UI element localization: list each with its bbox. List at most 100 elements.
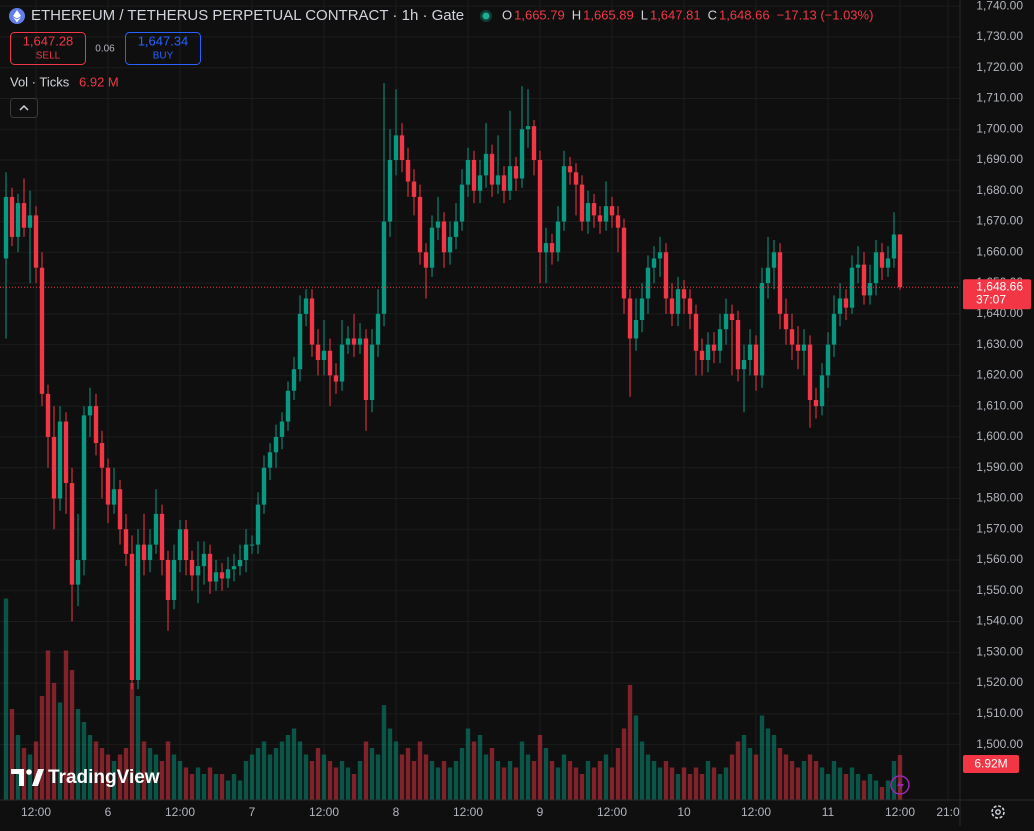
volume-bar	[441, 761, 447, 800]
volume-bar	[639, 741, 645, 800]
ohlc-value: 1,647.81	[650, 7, 701, 22]
volume-bar	[237, 780, 243, 800]
volume-bar	[861, 780, 867, 800]
volume-bar	[663, 761, 669, 800]
volume-bar	[57, 702, 63, 800]
volume-bar	[483, 754, 489, 800]
y-tick-label: 1,720.00	[976, 60, 1023, 74]
candle-body	[213, 572, 219, 582]
x-tick-label: 12:00	[597, 805, 627, 819]
replay-button[interactable]	[890, 775, 910, 795]
sell-button[interactable]	[10, 32, 86, 65]
volume-bar	[249, 754, 255, 800]
volume-bar	[753, 754, 759, 800]
candle-body	[531, 126, 537, 160]
candle-body	[747, 344, 753, 360]
candle-body	[441, 221, 447, 253]
volume-bar	[717, 774, 723, 800]
volume-bar	[27, 754, 33, 800]
volume-bar	[147, 748, 153, 800]
collapse-button[interactable]	[10, 98, 38, 118]
volume-bar	[825, 774, 831, 800]
volume-bar	[513, 767, 519, 800]
candle-body	[483, 153, 489, 176]
volume-bar	[849, 767, 855, 800]
volume-bar	[39, 696, 45, 800]
candle-body	[549, 243, 555, 253]
candle-body	[615, 215, 621, 228]
candle-body	[45, 393, 51, 437]
y-tick-label: 1,550.00	[976, 583, 1023, 597]
candle-body	[795, 344, 801, 351]
candle-body	[897, 234, 903, 288]
volume-bar	[687, 774, 693, 800]
candle-body	[399, 135, 405, 160]
y-tick-label: 1,660.00	[976, 244, 1023, 258]
volume-bar	[579, 774, 585, 800]
candle-body	[333, 375, 339, 382]
candle-body	[93, 406, 99, 444]
volume-bar	[387, 728, 393, 800]
volume-bar	[9, 709, 15, 800]
candle-body	[75, 560, 81, 585]
candle-body	[741, 360, 747, 370]
candle-body	[645, 267, 651, 299]
candle-body	[621, 227, 627, 299]
candle-body	[711, 344, 717, 351]
buy-button[interactable]	[125, 32, 201, 65]
change: −17.13 (−1.03%)	[777, 7, 874, 22]
candle-body	[783, 313, 789, 330]
candle-body	[693, 313, 699, 351]
volume-bar	[621, 728, 627, 800]
sell-price: 1,647.28	[23, 33, 74, 48]
volume-bar	[3, 598, 9, 800]
volume-bar	[831, 761, 837, 800]
y-tick-label: 1,560.00	[976, 552, 1023, 566]
candle-body	[543, 243, 549, 253]
volume-bar	[177, 761, 183, 800]
candle-body	[141, 544, 147, 560]
logo-text: TradingView	[48, 767, 160, 788]
collapse-icon	[19, 104, 29, 111]
volume-bar	[783, 754, 789, 800]
candle-body	[507, 166, 513, 191]
volume-bar	[33, 741, 39, 800]
candle-body	[393, 135, 399, 160]
y-tick-label: 1,730.00	[976, 29, 1023, 43]
candle-body	[735, 320, 741, 370]
logo-mark-slash	[32, 769, 44, 786]
volume-bar	[411, 761, 417, 800]
volume-bar	[561, 754, 567, 800]
volume-bar	[867, 774, 873, 800]
candle-body	[243, 544, 249, 560]
candle-body	[837, 298, 843, 314]
volume-bar	[531, 761, 537, 800]
y-tick-label: 1,540.00	[976, 614, 1023, 628]
y-tick-label: 1,640.00	[976, 306, 1023, 320]
ohlc-value: 1,665.79	[514, 7, 565, 22]
volume-bar	[423, 754, 429, 800]
logo: TradingView	[11, 767, 160, 788]
volume-bar	[183, 767, 189, 800]
y-tick-label: 1,710.00	[976, 91, 1023, 105]
volume-bar	[333, 767, 339, 800]
x-tick-label: 12:00	[453, 805, 483, 819]
y-tick-label: 1,530.00	[976, 644, 1023, 658]
sell-label: SELL	[36, 51, 61, 62]
volume-bar	[63, 650, 69, 800]
settings-button[interactable]	[991, 805, 1005, 819]
volume-bar	[165, 741, 171, 800]
volume-bar	[381, 705, 387, 800]
candle-body	[723, 313, 729, 330]
candle-body	[303, 298, 309, 314]
candle-body	[267, 452, 273, 468]
candle-body	[165, 560, 171, 600]
candle-body	[219, 572, 225, 579]
volume-bar	[705, 761, 711, 800]
candle-body	[537, 160, 543, 253]
candle-body	[525, 126, 531, 130]
candle-body	[33, 215, 39, 268]
x-tick-label: 10	[677, 805, 691, 819]
volume-bar	[153, 754, 159, 800]
